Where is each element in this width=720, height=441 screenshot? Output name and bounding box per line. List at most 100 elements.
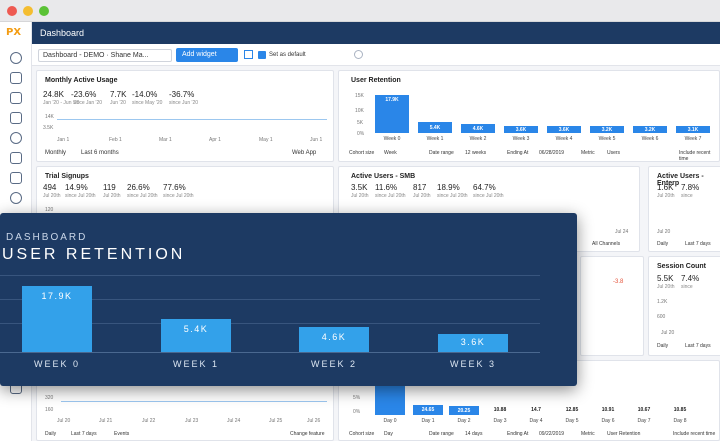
overlay-x-tick: WEEK 0 bbox=[33, 359, 80, 369]
overlay-bar: 5.4K bbox=[161, 319, 231, 352]
date-range-select[interactable]: Last 7 days bbox=[685, 241, 711, 247]
trend-line bbox=[61, 401, 327, 402]
session-count-card: Session Count 5.5K 7.4% Jul 20th since 1… bbox=[648, 256, 720, 356]
y-tick: 320 bbox=[45, 395, 54, 401]
x-tick: Week 2 bbox=[469, 136, 487, 142]
metric-change: 26.6% bbox=[127, 183, 150, 192]
metric-change: 11.6% bbox=[375, 183, 398, 192]
date-range-select[interactable]: 12 weeks bbox=[465, 150, 487, 156]
interval-select[interactable]: Monthly bbox=[45, 150, 67, 156]
target-icon[interactable] bbox=[10, 132, 22, 144]
metric-sub: since Jan '20 bbox=[73, 100, 103, 106]
interval-select[interactable]: Daily bbox=[45, 431, 57, 437]
metric-sub: Jul 20th bbox=[413, 193, 431, 199]
baseline bbox=[0, 352, 540, 353]
retention-bar: 3.2K bbox=[633, 126, 667, 133]
overlay-x-tick: WEEK 2 bbox=[310, 359, 357, 369]
dashboard-select[interactable]: Dashboard - DEMO · Shane Ma... bbox=[38, 49, 172, 62]
x-tick: Jul 20 bbox=[661, 330, 675, 336]
metric-sub: since Jul 20th bbox=[127, 193, 158, 199]
analytics-icon[interactable] bbox=[10, 112, 22, 124]
date-range-select[interactable]: Last 6 months bbox=[81, 150, 119, 156]
top-header: Dashboard bbox=[32, 22, 720, 44]
close-window-button[interactable] bbox=[7, 6, 17, 16]
interval-select[interactable]: Daily bbox=[657, 343, 669, 349]
include-recent-checkbox[interactable]: Include recent time bbox=[673, 431, 716, 437]
feedback-icon[interactable] bbox=[10, 192, 22, 204]
x-tick: Day 0 bbox=[383, 418, 397, 424]
x-tick: Jul 23 bbox=[185, 418, 199, 424]
metric-value: 817 bbox=[413, 183, 427, 192]
overlay-x-tick: WEEK 3 bbox=[449, 359, 496, 369]
channel-select[interactable]: All Channels bbox=[592, 241, 621, 247]
ending-at-input[interactable]: 06/28/2019 bbox=[539, 150, 565, 156]
interval-select[interactable]: Daily bbox=[657, 241, 669, 247]
metric-change: 14.9% bbox=[65, 183, 88, 192]
metric-change: -3.8 bbox=[613, 279, 624, 285]
cohort-size-select[interactable]: Week bbox=[384, 150, 397, 156]
ending-at-input[interactable]: 09/22/2019 bbox=[539, 431, 565, 437]
x-tick: Jan 1 bbox=[57, 137, 70, 143]
date-range-select[interactable]: 14 days bbox=[465, 431, 483, 437]
metric-select[interactable]: User Retention bbox=[607, 431, 641, 437]
footer-label: Ending At bbox=[507, 150, 529, 156]
retention-bar-label: 10.91 bbox=[601, 407, 615, 413]
guides-icon[interactable] bbox=[10, 152, 22, 164]
widget-card: -3.8 bbox=[580, 256, 644, 356]
x-tick: Day 7 bbox=[637, 418, 651, 424]
info-icon[interactable] bbox=[354, 50, 363, 59]
set-default-checkbox[interactable] bbox=[258, 51, 266, 59]
metric-sub: since bbox=[681, 284, 693, 290]
x-tick: Day 5 bbox=[565, 418, 579, 424]
app-select[interactable]: Web App bbox=[292, 150, 317, 156]
x-tick: Week 4 bbox=[555, 136, 573, 142]
x-tick: Jul 24 bbox=[615, 229, 629, 235]
add-widget-button[interactable]: Add widget bbox=[176, 48, 238, 62]
x-tick: Jul 24 bbox=[227, 418, 241, 424]
y-tick: 0% bbox=[353, 409, 361, 415]
metric-sub: since Jun '20 bbox=[169, 100, 199, 106]
include-recent-checkbox[interactable]: Include recent time bbox=[679, 150, 711, 162]
grid-line bbox=[0, 275, 540, 276]
overlay-kicker: DASHBOARD bbox=[6, 232, 88, 243]
y-tick: 3.5K bbox=[43, 125, 54, 131]
active-users-enterprise-card: Active Users - Enterp 1.6K 7.8% Jul 20th… bbox=[648, 166, 720, 252]
cohort-size-select[interactable]: Day bbox=[384, 431, 393, 437]
overlay-x-tick: WEEK 1 bbox=[172, 359, 219, 369]
trend-line bbox=[57, 119, 327, 120]
date-range-select[interactable]: Last 7 days bbox=[71, 431, 97, 437]
retention-bar-label: 10.85 bbox=[673, 407, 687, 413]
app-logo: PX bbox=[6, 27, 22, 38]
metric-change: 18.9% bbox=[437, 183, 460, 192]
retention-bar: 24.65 bbox=[413, 405, 443, 415]
x-tick: Week 1 bbox=[426, 136, 444, 142]
metric-value: 119 bbox=[103, 183, 116, 192]
workflow-icon[interactable] bbox=[10, 172, 22, 184]
events-select[interactable]: Events bbox=[114, 431, 130, 437]
user-retention-overlay: DASHBOARD USER RETENTION 17.9K 5.4K 4.6K… bbox=[0, 213, 577, 386]
y-tick: 14K bbox=[45, 114, 54, 120]
grid-line bbox=[0, 299, 540, 300]
minimize-window-button[interactable] bbox=[23, 6, 33, 16]
metric-select[interactable]: Users bbox=[607, 150, 621, 156]
calendar-icon[interactable] bbox=[10, 92, 22, 104]
change-feature-link[interactable]: Change feature bbox=[290, 431, 325, 437]
footer-label: Date range bbox=[429, 150, 454, 156]
card-title: Active Users - Enterp bbox=[657, 173, 704, 187]
retention-bar-label: 14.7 bbox=[531, 407, 541, 413]
retention-bar: 5.4K bbox=[418, 122, 452, 133]
x-tick: Week 5 bbox=[598, 136, 616, 142]
maximize-window-button[interactable] bbox=[39, 6, 49, 16]
footer-label: Ending At bbox=[507, 431, 529, 437]
edit-icon[interactable] bbox=[244, 50, 253, 59]
grid-line bbox=[0, 323, 540, 324]
metric-value: 7.7K bbox=[110, 90, 127, 99]
date-range-select[interactable]: Last 7 days bbox=[685, 343, 711, 349]
footer-label: Metric bbox=[581, 431, 595, 437]
card-title: Trial Signups bbox=[45, 173, 89, 180]
dashboard-icon[interactable] bbox=[10, 52, 22, 64]
users-icon[interactable] bbox=[10, 72, 22, 84]
metric-sub: Jun '20 bbox=[110, 100, 126, 106]
x-tick: Jul 20 bbox=[57, 418, 71, 424]
metric-change: 77.6% bbox=[163, 183, 186, 192]
